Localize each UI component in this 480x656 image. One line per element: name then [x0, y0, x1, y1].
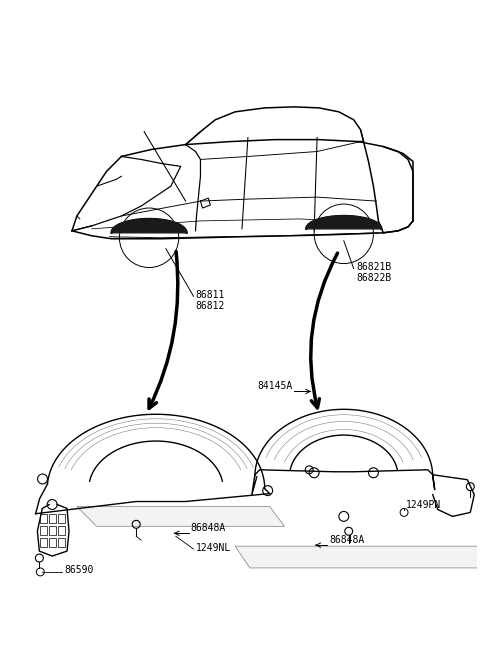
- Bar: [40, 514, 47, 523]
- Text: 86812: 86812: [195, 301, 225, 311]
- Text: 84145A: 84145A: [258, 382, 293, 392]
- Bar: [58, 514, 65, 523]
- Text: 1249NL: 1249NL: [195, 543, 231, 553]
- Bar: [58, 538, 65, 547]
- Bar: [40, 538, 47, 547]
- Text: 1249PN: 1249PN: [406, 501, 441, 510]
- Bar: [49, 514, 56, 523]
- Text: 86848A: 86848A: [329, 535, 364, 545]
- Text: 86811: 86811: [195, 290, 225, 300]
- Polygon shape: [306, 216, 381, 229]
- Bar: [58, 526, 65, 535]
- Bar: [49, 526, 56, 535]
- Bar: [49, 538, 56, 547]
- Polygon shape: [77, 506, 285, 526]
- Bar: [40, 526, 47, 535]
- Text: 86590: 86590: [64, 565, 94, 575]
- Text: 86821B: 86821B: [357, 262, 392, 272]
- Text: 86822B: 86822B: [357, 274, 392, 283]
- Text: 86848A: 86848A: [191, 523, 226, 533]
- Polygon shape: [111, 219, 187, 233]
- Polygon shape: [235, 546, 480, 568]
